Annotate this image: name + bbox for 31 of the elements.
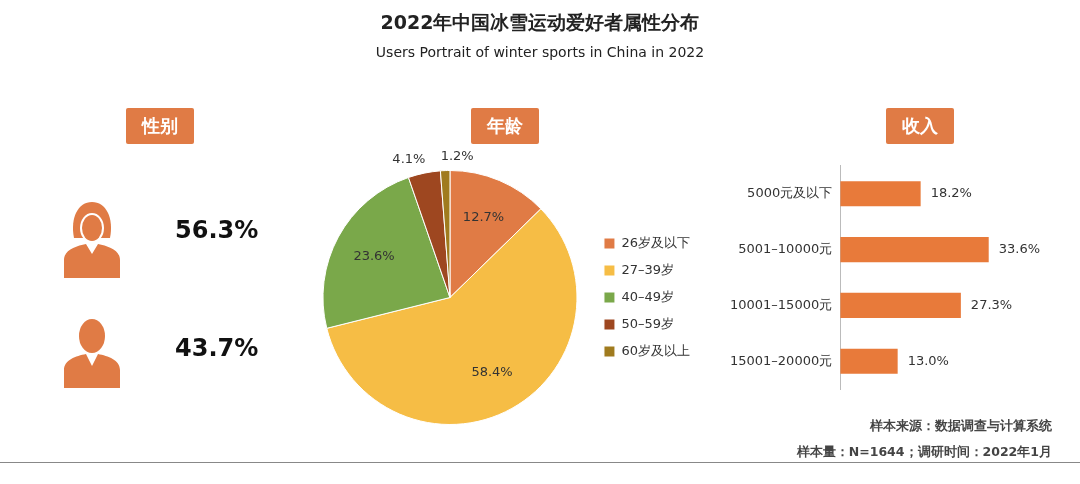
y-tick-label: 5001–10000元: [738, 240, 833, 256]
bar: [840, 237, 989, 263]
data-label: 43.7%: [175, 334, 259, 362]
text: 样本量：N=1644；调研时间：2022年1月: [796, 444, 1052, 461]
text: Users Portrait of winter sports in China in 2022: [374, 44, 706, 60]
data-label: 58.4%: [471, 364, 513, 380]
y-tick-label: 15001–20000元: [729, 352, 833, 368]
data-label: 12.7%: [462, 209, 505, 225]
data-label: 56.3%: [175, 216, 259, 244]
chart-title: 收入: [886, 108, 954, 144]
legend-label: 50–59岁: [621, 315, 675, 331]
data-label: 18.2%: [930, 185, 972, 201]
bar: [840, 348, 898, 374]
legend-label: 26岁及以下: [621, 234, 690, 250]
data-label: 13.0%: [907, 352, 949, 368]
data-label: 1.2%: [440, 147, 474, 163]
y-tick-label: 5000元及以下: [747, 185, 833, 201]
text: 性别: [126, 108, 194, 144]
data-label: 4.1%: [392, 150, 426, 166]
y-tick-label: 10001–15000元: [729, 296, 833, 312]
text: 样本来源：数据调查与计算系统: [870, 418, 1052, 435]
legend-label: 27–39岁: [621, 261, 675, 277]
text: 2022年中国冰雪运动爱好者属性分布: [379, 10, 701, 35]
bar: [840, 292, 961, 318]
bar: [840, 181, 921, 207]
legend-label: 60岁及以上: [621, 342, 690, 358]
data-label: 23.6%: [353, 247, 395, 263]
data-label: 27.3%: [970, 296, 1013, 312]
legend-label: 40–49岁: [621, 288, 675, 304]
chart-title: 年龄: [471, 108, 539, 144]
data-label: 33.6%: [998, 240, 1041, 256]
